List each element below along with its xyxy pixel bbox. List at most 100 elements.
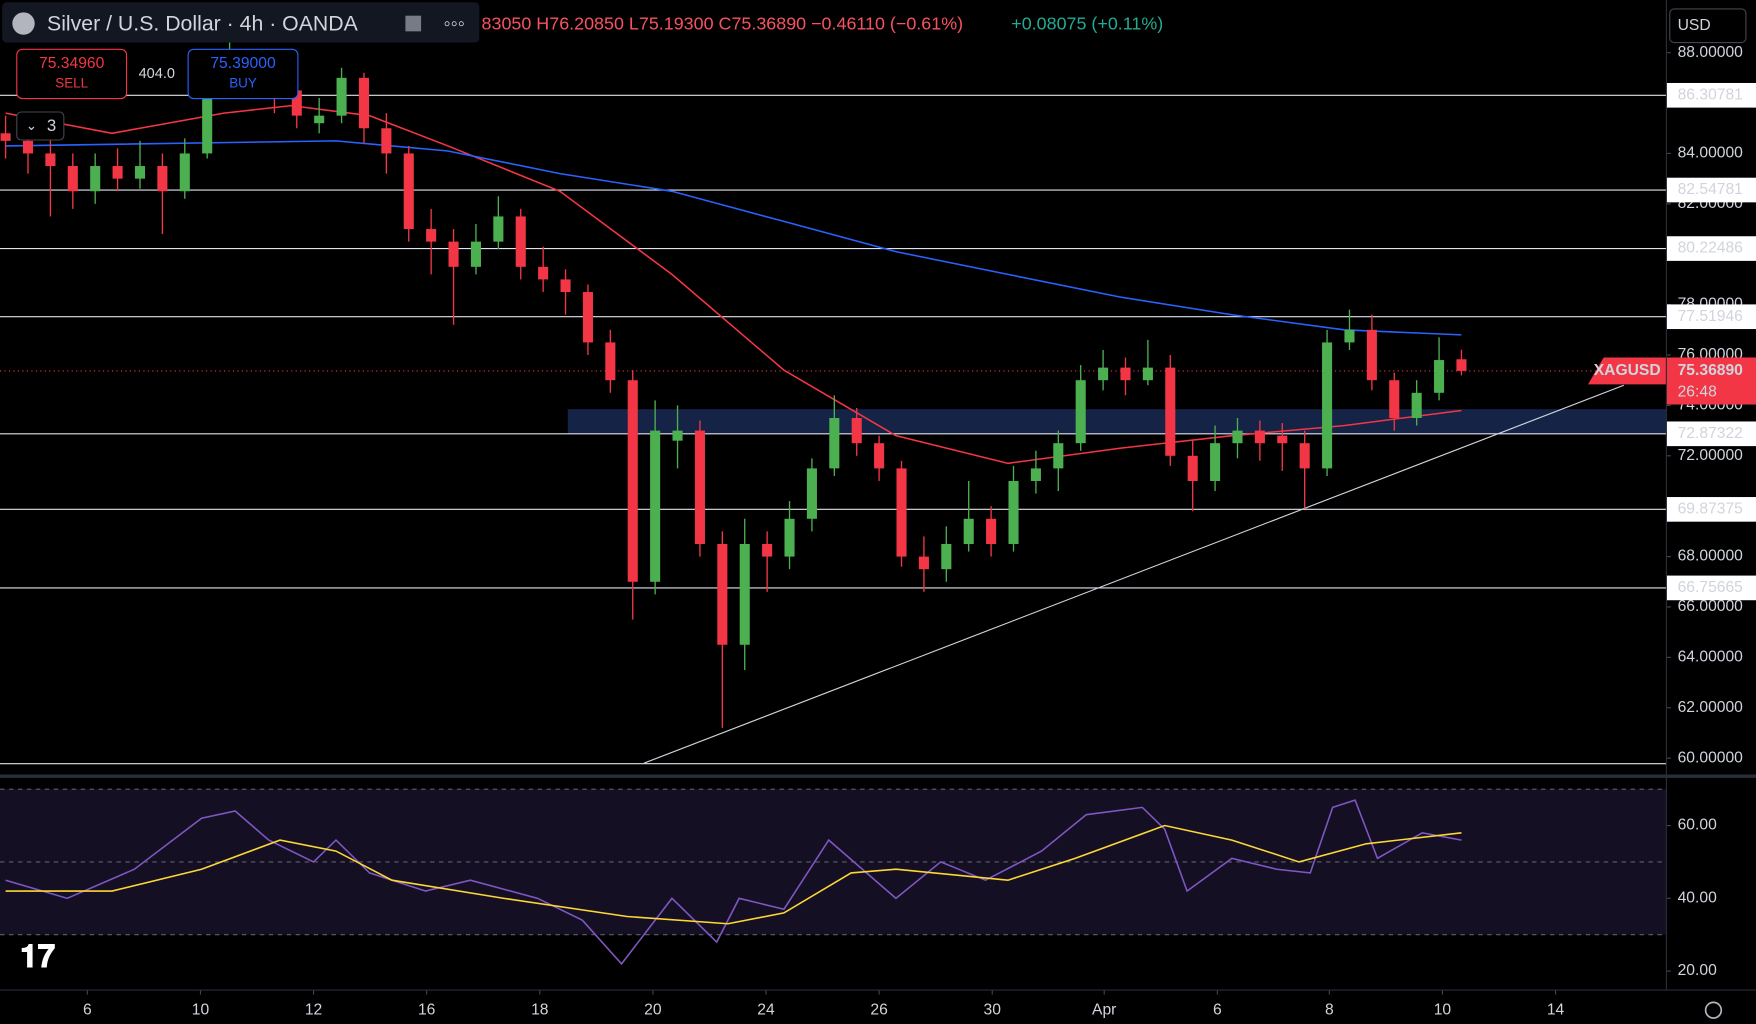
candle-body (1008, 480, 1019, 544)
settings-icon[interactable] (1704, 1001, 1723, 1019)
flag-icon[interactable] (405, 15, 422, 32)
symbol-icon (12, 12, 35, 35)
candle-body (1142, 367, 1153, 381)
candle-body (941, 543, 952, 570)
candle-body (426, 229, 437, 242)
candle-body (1434, 360, 1445, 393)
x-tick-label: 12 (305, 1001, 322, 1018)
plot-area: 60.00000 62.00000 64.00000 66.00000 68.00000… (0, 40, 1756, 1018)
level-label: 86.30781 (1678, 86, 1743, 103)
candle-body (1254, 430, 1265, 444)
candle-body (582, 292, 593, 343)
candle-body (851, 418, 862, 444)
level-label: 80.22486 (1678, 240, 1744, 257)
x-tick-label: 10 (192, 1001, 210, 1018)
candle-body (1098, 367, 1109, 381)
candle-body (672, 430, 683, 441)
buy-label: BUY (229, 76, 257, 91)
symbol-tag (1588, 357, 1667, 385)
candle-body (112, 166, 123, 179)
candle-body (963, 518, 974, 544)
candle-body (806, 468, 817, 519)
level-label: 66.75665 (1678, 579, 1744, 596)
candle-body (470, 241, 481, 267)
candle-body (157, 166, 168, 192)
currency-selector[interactable] (1669, 8, 1747, 44)
candle-body (314, 115, 325, 124)
last-price-box (1666, 357, 1756, 405)
candle-body (134, 166, 146, 179)
candle-body (605, 342, 616, 381)
candle-body (829, 418, 840, 469)
level-label: 82.54781 (1678, 181, 1743, 198)
candle-body (1366, 329, 1377, 381)
candle-body (538, 266, 549, 280)
indicator-toggle[interactable] (16, 111, 65, 141)
candle-body (1299, 443, 1310, 469)
candle-body (1389, 380, 1400, 419)
candle-body (762, 543, 773, 557)
symbol-title: Silver / U.S. Dollar · 4h · OANDA (47, 11, 359, 35)
candle-body (1075, 380, 1086, 444)
symbol-box[interactable] (2, 2, 480, 43)
candle-body (1456, 359, 1467, 371)
x-tick-label: 8 (1325, 1001, 1334, 1018)
sell-button[interactable] (16, 48, 128, 100)
candle-body (1232, 430, 1243, 444)
candle-body (1030, 468, 1041, 481)
indicator-line (5, 104, 1462, 465)
candle-body (560, 279, 571, 293)
candle-body (896, 468, 907, 557)
candle-body (403, 153, 414, 230)
tradingview-logo[interactable]: 𝟏𝟕 (20, 939, 55, 974)
candle-body (336, 77, 347, 116)
candle-body (202, 90, 213, 154)
y-tick-label: 88.00000 (1678, 44, 1744, 61)
spread: 404.0 (139, 66, 175, 82)
level-label-box (1666, 304, 1756, 330)
sell-label: SELL (55, 76, 88, 91)
sell-price: 75.34960 (39, 55, 105, 72)
x-tick-label: 10 (1434, 1001, 1452, 1018)
candle-body (448, 241, 459, 267)
symbol-tag-label: XAGUSD (1594, 362, 1661, 379)
x-tick-label: Apr (1092, 1001, 1116, 1018)
y-tick-label: 72.00000 (1678, 447, 1744, 464)
chevron-icon: ⌄ (26, 118, 37, 133)
candle-body (0, 133, 11, 141)
candle-body (739, 543, 750, 645)
candle-body (650, 430, 661, 582)
candle-body (986, 518, 997, 544)
buy-button[interactable] (187, 48, 299, 100)
indicator-line (5, 140, 1462, 336)
candle-body (717, 543, 728, 645)
candle-body (45, 153, 56, 167)
level-label-box (1666, 82, 1756, 108)
ohlc-values: 83050 H76.20850 L75.19300 C75.36890 −0.4… (482, 13, 964, 33)
y-tick-label: 20.00 (1678, 962, 1717, 979)
x-tick-label: 6 (1213, 1001, 1222, 1018)
candle-body (1053, 443, 1064, 469)
level-label-box (1666, 177, 1756, 203)
y-tick-label: 64.00000 (1678, 649, 1744, 666)
candle-body (1344, 329, 1355, 343)
candle-body (67, 166, 78, 192)
candle-body (381, 128, 392, 154)
y-tick-label: 84.00000 (1678, 145, 1744, 162)
y-tick-label: 60.00 (1678, 817, 1717, 834)
candle-body (1165, 367, 1176, 456)
y-tick-label: 60.00000 (1678, 749, 1744, 766)
x-tick-label: 14 (1547, 1001, 1565, 1018)
candle-body (874, 443, 885, 469)
candle-body (1187, 455, 1198, 481)
x-tick-label: 18 (531, 1001, 549, 1018)
more-icon[interactable]: ◦◦◦ (443, 13, 464, 35)
y-tick-label: 62.00000 (1678, 699, 1744, 716)
level-label-box (1666, 497, 1756, 522)
buy-price: 75.39000 (210, 55, 276, 72)
countdown: 26:48 (1678, 383, 1717, 400)
y-tick-label: 66.00000 (1678, 598, 1744, 615)
candle-body (784, 518, 795, 557)
y-tick-label: 68.00000 (1678, 548, 1744, 565)
